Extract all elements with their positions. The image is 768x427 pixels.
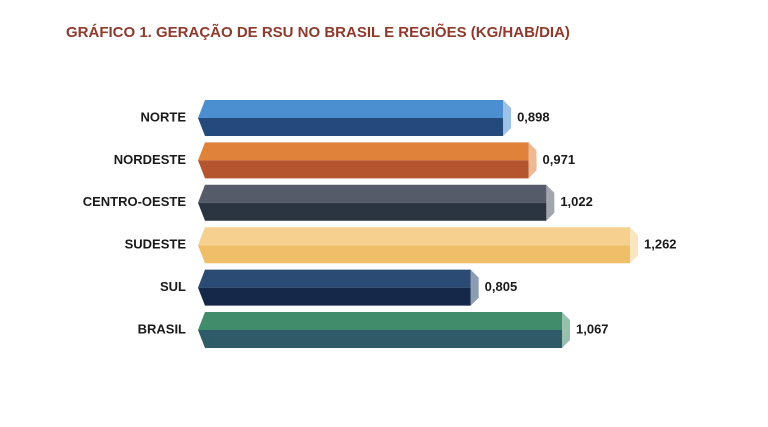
bar-bottom (198, 160, 529, 179)
value-label: 1,262 (644, 237, 677, 252)
bar-top (198, 142, 529, 161)
category-label: SUDESTE (125, 237, 187, 252)
value-label: 1,022 (560, 194, 593, 209)
bar-bottom (198, 330, 563, 348)
category-label: CENTRO-OESTE (83, 194, 187, 209)
category-label: NORTE (141, 109, 187, 124)
bar-top (198, 100, 504, 118)
bar (198, 227, 638, 264)
bar-bottom (198, 287, 471, 306)
value-label: 1,067 (576, 321, 609, 336)
value-label: 0,971 (543, 152, 576, 167)
category-label: NORDESTE (114, 152, 187, 167)
bar-top (198, 312, 563, 330)
bar-bottom (198, 118, 504, 136)
chart-title: GRÁFICO 1. GERAÇÃO DE RSU NO BRASIL E RE… (66, 23, 570, 41)
bar-end (546, 184, 555, 221)
bar (198, 269, 479, 306)
bar-end (630, 227, 638, 264)
bar-end (470, 269, 479, 306)
bar-bottom (198, 202, 547, 221)
bar-top (198, 269, 471, 288)
bar-end (503, 100, 512, 136)
value-label: 0,898 (517, 109, 550, 124)
category-label: BRASIL (138, 321, 186, 336)
bar (198, 142, 537, 179)
bar (198, 100, 512, 136)
bar-top (198, 184, 547, 203)
bar (198, 312, 571, 348)
category-label: SUL (160, 279, 186, 294)
bar-top (198, 227, 630, 246)
value-label: 0,805 (485, 279, 518, 294)
bar (198, 184, 555, 221)
bar-end (562, 312, 571, 348)
bar-bottom (198, 245, 630, 264)
bar-end (528, 142, 537, 179)
